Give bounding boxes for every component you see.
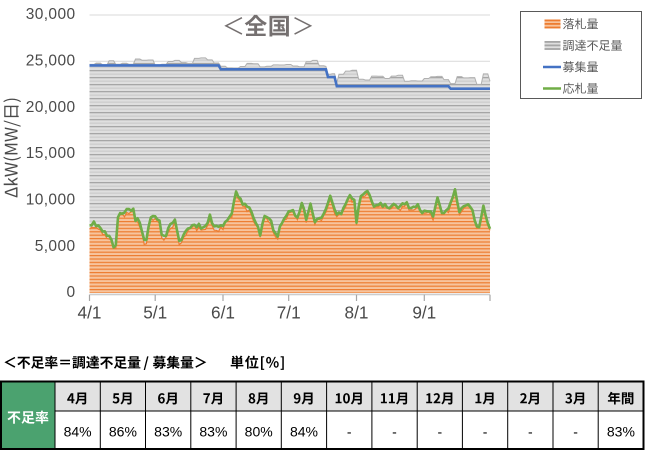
svg-text:10,000: 10,000 (26, 191, 76, 208)
svg-text:9/1: 9/1 (412, 303, 436, 323)
svg-text:15,000: 15,000 (26, 145, 76, 162)
svg-text:-: - (347, 424, 352, 440)
svg-text:86%: 86% (109, 424, 137, 440)
svg-text:-: - (573, 424, 578, 440)
svg-text:25,000: 25,000 (26, 52, 76, 69)
svg-text:5/1: 5/1 (143, 303, 167, 323)
svg-text:7/1: 7/1 (277, 303, 301, 323)
svg-text:5,000: 5,000 (35, 238, 76, 255)
svg-text:-: - (483, 424, 488, 440)
svg-text:80%: 80% (245, 424, 273, 440)
svg-text:-: - (528, 424, 533, 440)
svg-text:30,000: 30,000 (26, 6, 76, 23)
svg-text:20,000: 20,000 (26, 99, 76, 116)
svg-text:8/1: 8/1 (345, 303, 369, 323)
svg-text:84%: 84% (64, 424, 92, 440)
svg-text:-: - (437, 424, 442, 440)
svg-text:0: 0 (66, 284, 75, 301)
svg-text:-: - (392, 424, 397, 440)
svg-text:83%: 83% (154, 424, 182, 440)
svg-text:4/1: 4/1 (78, 303, 102, 323)
svg-text:84%: 84% (290, 424, 318, 440)
svg-text:6/1: 6/1 (211, 303, 235, 323)
svg-text:83%: 83% (199, 424, 227, 440)
svg-text:83%: 83% (607, 424, 635, 440)
